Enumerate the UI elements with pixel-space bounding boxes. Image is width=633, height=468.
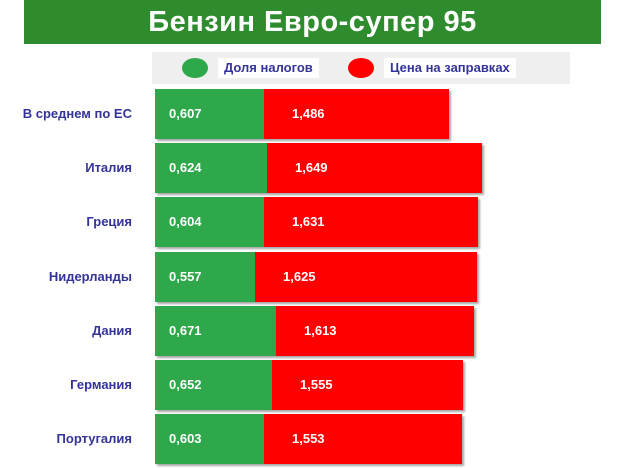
legend-green-dot-icon — [182, 58, 208, 78]
chart-title: Бензин Евро-супер 95 — [148, 5, 477, 38]
legend-red-dot-icon — [348, 58, 374, 78]
category-label: Германия — [70, 377, 132, 392]
tax-value-label: 0,624 — [169, 160, 202, 175]
price-value-label: 1,553 — [292, 431, 325, 446]
legend: Доля налогов Цена на заправках — [152, 52, 570, 84]
category-label: В среднем по ЕС — [22, 106, 132, 121]
tax-value-label: 0,604 — [169, 214, 202, 229]
tax-value-label: 0,603 — [169, 431, 202, 446]
tax-bar — [155, 306, 276, 356]
legend-item-taxes: Доля налогов — [182, 57, 319, 79]
legend-item-price: Цена на заправках — [348, 57, 516, 79]
tax-value-label: 0,607 — [169, 106, 202, 121]
price-value-label: 1,631 — [292, 214, 325, 229]
legend-label-price: Цена на заправках — [384, 58, 516, 78]
price-value-label: 1,613 — [304, 323, 337, 338]
category-label: Нидерланды — [48, 269, 132, 284]
category-label: Греция — [86, 214, 132, 229]
legend-label-taxes: Доля налогов — [218, 58, 319, 78]
category-label: Португалия — [56, 431, 132, 446]
category-label: Италия — [85, 160, 132, 175]
title-bar: Бензин Евро-супер 95 — [24, 0, 601, 44]
tax-bar — [155, 414, 264, 464]
tax-bar — [155, 197, 264, 247]
price-value-label: 1,486 — [292, 106, 325, 121]
tax-value-label: 0,557 — [169, 269, 202, 284]
tax-bar — [155, 89, 264, 139]
price-value-label: 1,555 — [300, 377, 333, 392]
price-value-label: 1,625 — [283, 269, 316, 284]
tax-bar — [155, 143, 267, 193]
tax-value-label: 0,671 — [169, 323, 202, 338]
category-label: Дания — [92, 323, 132, 338]
tax-bar — [155, 252, 255, 302]
tax-value-label: 0,652 — [169, 377, 202, 392]
price-value-label: 1,649 — [295, 160, 328, 175]
tax-bar — [155, 360, 272, 410]
